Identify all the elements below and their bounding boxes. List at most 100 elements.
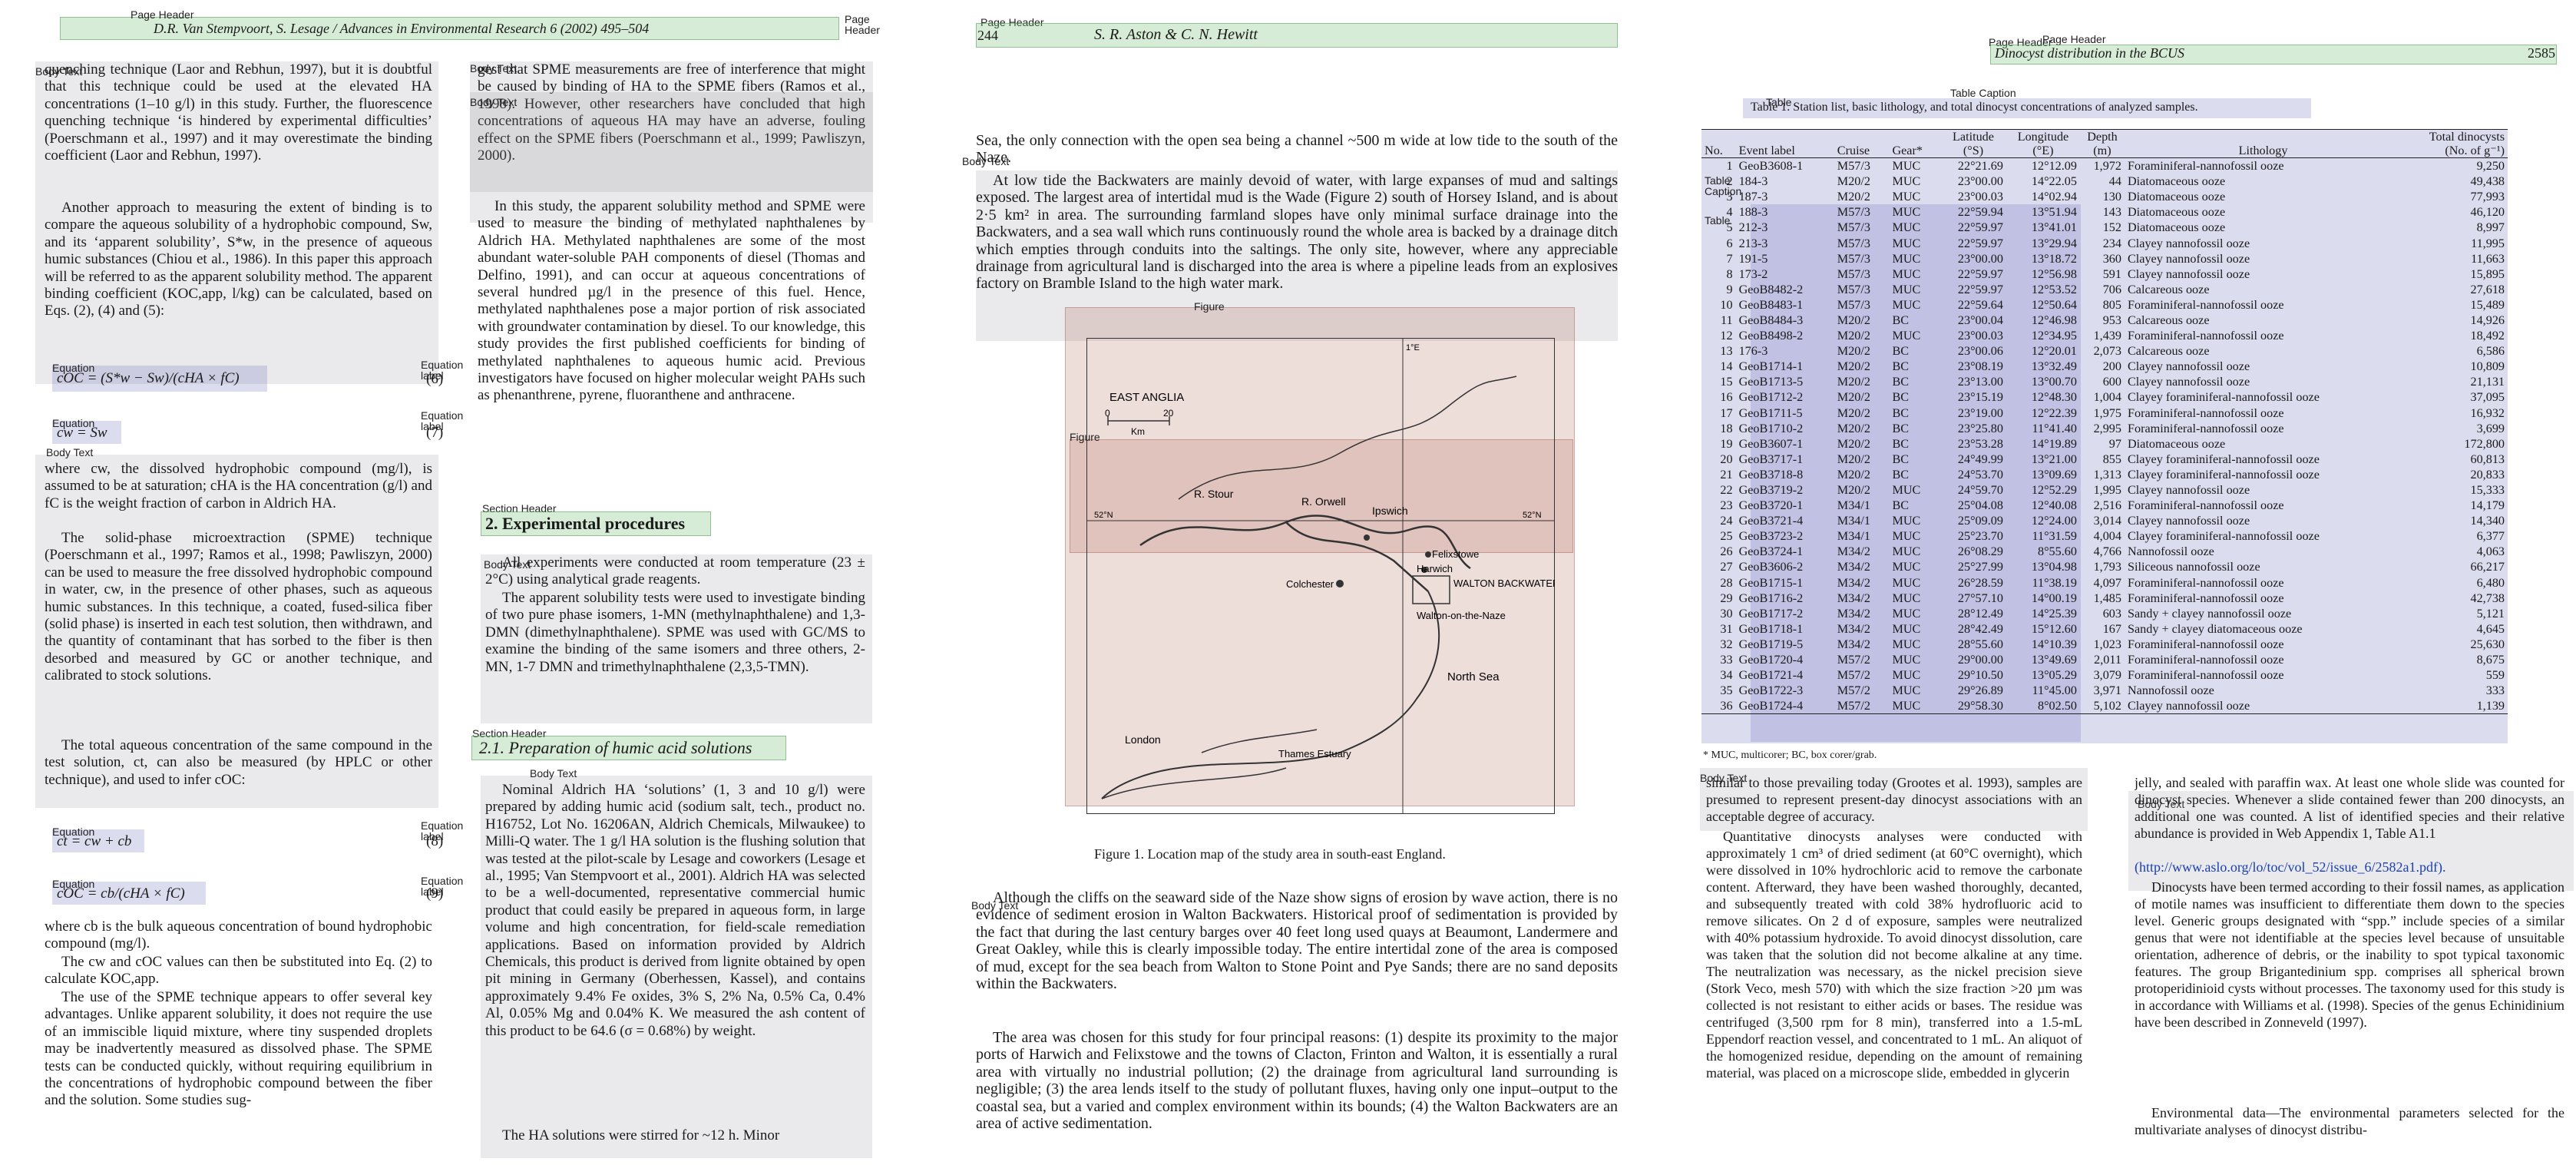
map-scale-0: 0 (1105, 408, 1110, 419)
table-header: No. (1701, 129, 1736, 158)
table-cell: 23°13.00 (1957, 375, 2003, 389)
table-cell: M34/2 (1837, 560, 1870, 574)
link-paragraph: (http://www.aslo.org/lo/toc/vol_52/issue… (2135, 859, 2564, 875)
table-cell: 167 (2102, 621, 2121, 636)
table-cell: 33 (1720, 653, 1733, 667)
table-row: 20 GeoB3717-1 M20/2 BC 24°49.99 13°21.00 855 Cl… (1701, 452, 2508, 467)
table-cell: 13°51.94 (2031, 205, 2077, 220)
table-row: 29 GeoB1716-2 M34/2 MUC 27°57.10 14°00.19 1,48… (1701, 591, 2508, 606)
table-row: 24 GeoB3721-4 M34/1 MUC 25°09.09 12°24.00 3,01… (1701, 513, 2508, 528)
paragraph-text: Another approach to measuring the extent… (45, 200, 432, 319)
table-cell: 42,738 (2470, 591, 2505, 605)
table-cell: GeoB1718-1 (1738, 621, 1804, 636)
table-cell: 333 (2485, 683, 2505, 698)
table-cell: 4,063 (2476, 544, 2505, 559)
paragraph-text: The use of the SPME technique appears to… (45, 989, 432, 1109)
table-cell: Foraminiferal-nannofossil ooze (2127, 329, 2284, 343)
table-cell: Foraminiferal-nannofossil ooze (2127, 498, 2284, 513)
body-paragraph: Sea, the only connection with the open s… (976, 132, 1618, 167)
table-cell: 1,972 (2093, 159, 2121, 174)
running-header: S. R. Aston & C. N. Hewitt (1094, 26, 1258, 43)
table-cell: 2,011 (2094, 653, 2121, 667)
table-cell: M34/1 (1837, 498, 1870, 513)
table-cell: 25°23.70 (1957, 529, 2003, 544)
table-cell: 27°57.10 (1957, 591, 2003, 605)
table-cell: 603 (2102, 606, 2121, 621)
equation-box (52, 882, 206, 905)
table-cell: 14,340 (2470, 514, 2505, 528)
layout-label: Page Header (2042, 33, 2106, 45)
table-cell: 24°49.99 (1957, 452, 2003, 466)
table-cell: 8,997 (2476, 220, 2505, 235)
table-cell: 31 (1720, 621, 1733, 636)
table-cell: 3,079 (2093, 668, 2121, 683)
layout-label: Equation (52, 417, 95, 429)
paragraph-text: Dinocysts have been termed according to … (2135, 879, 2564, 1030)
table-cell: 15 (1720, 375, 1733, 389)
table-cell: 23°25.80 (1957, 421, 2003, 435)
table-cell: 36 (1701, 698, 1736, 715)
layout-label: Body Text (484, 558, 531, 571)
table-cell: 77,993 (2470, 190, 2505, 204)
table-cell: GeoB8482-2 (1738, 282, 1804, 296)
table-cell: M34/1 (1837, 529, 1870, 544)
table-cell: 60,813 (2470, 452, 2505, 466)
table-cell: 11°38.19 (2032, 575, 2077, 590)
paragraph-text: The total aqueous concentration of the s… (45, 737, 432, 788)
table-row: 27 GeoB3606-2 M34/2 MUC 25°27.99 13°04.98 1,79… (1701, 559, 2508, 574)
table-cell: 13°32.49 (2031, 359, 2077, 374)
table-row: 14 GeoB1714-1 M20/2 BC 23°08.19 13°32.49 200 Cl… (1701, 359, 2508, 374)
table-row: 19 GeoB3607-1 M20/2 BC 23°53.28 14°19.89 97 Dia… (1701, 436, 2508, 452)
table-cell: MUC (1889, 698, 1940, 715)
table-cell: 11,663 (2471, 251, 2505, 266)
table-header: Lithology (2124, 129, 2402, 158)
table-cell: 12°24.00 (2031, 514, 2077, 528)
table-cell: 14°10.39 (2031, 637, 2077, 651)
map-label-walton-backwaters: WALTON BACKWATERS (1453, 578, 1555, 589)
layout-label: Equation label (421, 359, 464, 382)
table-cell: 6,586 (2476, 344, 2505, 359)
table-cell: 13°00.70 (2031, 375, 2077, 389)
table-cell: 8°02.50 (2006, 698, 2080, 715)
table-cell: 12 (1720, 329, 1733, 343)
table-cell: 22 (1720, 483, 1733, 498)
table-cell: Foraminiferal-nannofossil ooze (2127, 637, 2284, 651)
body-text-box (470, 61, 873, 223)
table-cell: 234 (2102, 236, 2121, 250)
table-cell: 14°22.05 (2031, 174, 2077, 189)
table-cell: MUC (1892, 668, 1921, 683)
table-cell: M34/2 (1837, 544, 1870, 559)
table-row: 23 GeoB3720-1 M34/1 BC 25°04.08 12°40.08 2,516… (1701, 498, 2508, 513)
table-cell: MUC (1892, 560, 1921, 574)
table-cell: 1,793 (2093, 560, 2121, 574)
table-cell: 1,485 (2093, 591, 2121, 605)
table-cell: GeoB1722-3 (1738, 683, 1804, 698)
table-cell: M20/2 (1837, 452, 1870, 466)
table-cell: 30 (1720, 606, 1733, 621)
table-cell: 37,095 (2470, 390, 2505, 405)
table-cell: M20/2 (1837, 329, 1870, 343)
body-paragraph: Another approach to measuring the extent… (45, 200, 432, 384)
table-cell: 12°34.95 (2031, 329, 2077, 343)
table-cell: GeoB1716-2 (1738, 591, 1804, 605)
table-cell: Foraminiferal-nannofossil ooze (2127, 297, 2284, 312)
table-cell: Nannofossil ooze (2127, 683, 2214, 698)
table-cell: BC (1892, 344, 1910, 359)
table-cell: 1 (1726, 159, 1733, 174)
appendix-link[interactable]: (http://www.aslo.org/lo/toc/vol_52/issue… (2135, 859, 2446, 875)
table-cell: MUC (1892, 591, 1921, 605)
table-cell: 2 (1726, 174, 1733, 189)
table-cell: 11°41.40 (2032, 421, 2077, 435)
layout-label: Table (1766, 96, 1792, 108)
table-cell: GeoB1719-5 (1738, 637, 1804, 651)
paragraph-text: similar to those prevailing today (Groot… (1706, 775, 2082, 824)
map-label-walton-naze: Walton-on-the-Naze (1417, 610, 1506, 621)
table-cell: 2,516 (2093, 498, 2121, 513)
table-cell: 706 (2102, 282, 2121, 296)
body-paragraph: gest that SPME measurements are free of … (478, 61, 865, 184)
layout-label: Page Header (980, 16, 1044, 28)
table-cell: 15,489 (2470, 297, 2505, 312)
table-cell: 25 (1720, 529, 1733, 544)
table-cell: MUC (1892, 575, 1921, 590)
table-row: 11 GeoB8484-3 M20/2 BC 23°00.04 12°46.98 953 Ca… (1701, 313, 2508, 328)
